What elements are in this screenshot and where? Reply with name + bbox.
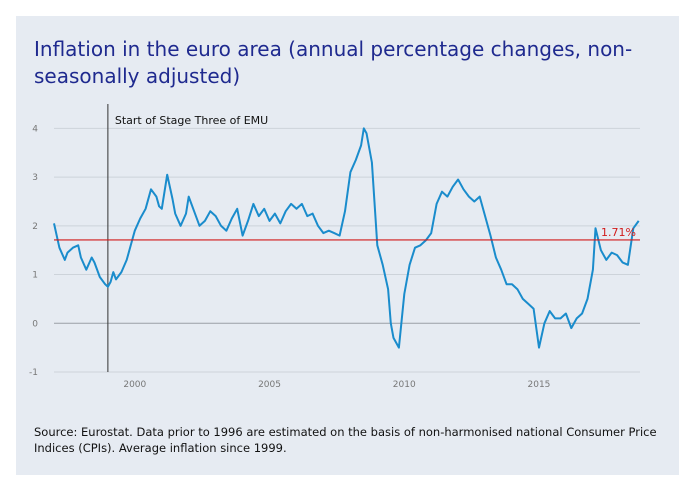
x-tick-label: 2000 <box>123 380 146 390</box>
chart-source-note: Source: Eurostat. Data prior to 1996 are… <box>34 425 657 455</box>
emu-start-marker-label: Start of Stage Three of EMU <box>115 114 268 127</box>
average-inflation-label: 1.71% <box>601 226 636 239</box>
x-tick-label: 2010 <box>393 380 416 390</box>
chart-svg: -1 0 1 2 3 4 2000 2005 2010 2015 Start of Stage Th… <box>29 104 640 390</box>
chart-title: Inflation in the euro area (annual perce… <box>34 37 633 88</box>
y-tick-label: 0 <box>32 319 38 329</box>
x-tick-label: 2005 <box>258 380 281 390</box>
x-tick-label: 2015 <box>528 380 551 390</box>
chart-card: Inflation in the euro area (annual perce… <box>16 16 679 475</box>
y-tick-label: 4 <box>32 124 38 134</box>
inflation-series-line <box>53 127 640 349</box>
y-tick-label: 3 <box>32 173 38 183</box>
y-tick-label: -1 <box>29 368 38 378</box>
y-tick-label: 2 <box>32 222 38 232</box>
y-tick-label: 1 <box>32 271 38 281</box>
